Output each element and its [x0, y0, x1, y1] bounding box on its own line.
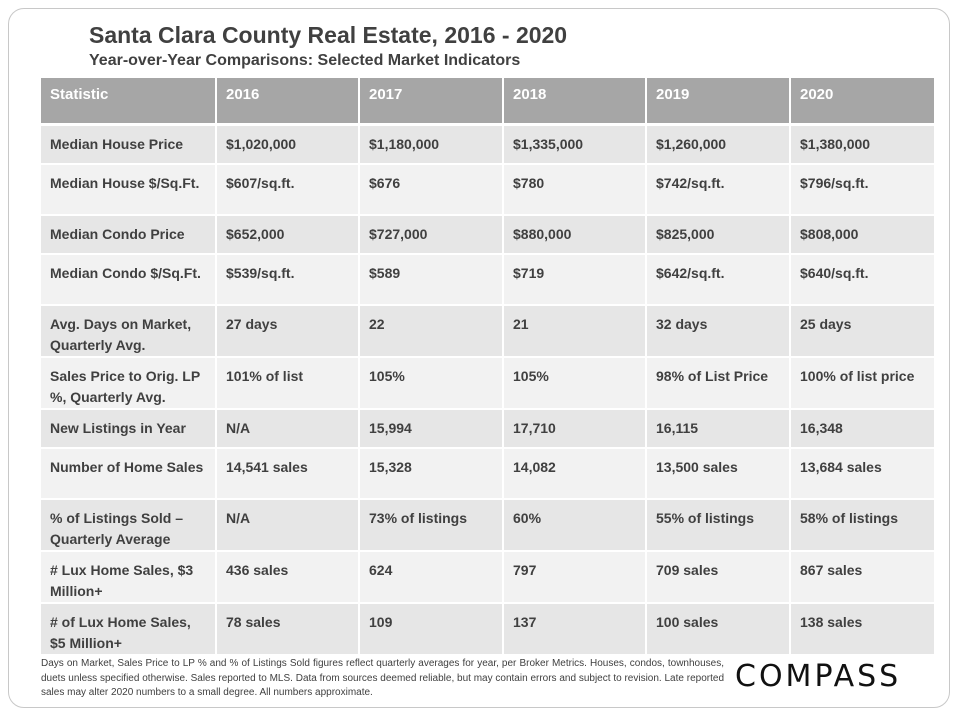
page-title: Santa Clara County Real Estate, 2016 - 2…: [89, 22, 568, 48]
table-cell: $607/sq.ft.: [216, 164, 360, 216]
table-cell: 58% of listings: [790, 499, 934, 552]
table-cell: $742/sq.ft.: [646, 164, 791, 216]
table-cell: $652,000: [216, 215, 360, 255]
table-cell: 21: [503, 305, 647, 358]
statistic-label: Median House $/Sq.Ft.: [41, 164, 217, 216]
table-row: Sales Price to Orig. LP %, Quarterly Avg…: [41, 357, 934, 410]
table-cell: 100 sales: [646, 603, 791, 656]
table-cell: $1,260,000: [646, 124, 791, 165]
statistic-label: New Listings in Year: [41, 409, 217, 449]
table-row: # of Lux Home Sales, $5 Million+ 78 sale…: [41, 603, 934, 656]
table-cell: $780: [503, 164, 647, 216]
statistic-label: Number of Home Sales: [41, 448, 217, 500]
table-row: Avg. Days on Market, Quarterly Avg. 27 d…: [41, 305, 934, 358]
statistic-label: % of Listings Sold – Quarterly Average: [41, 499, 217, 552]
statistic-label: Median Condo Price: [41, 215, 217, 255]
statistic-label: Median House Price: [41, 124, 217, 165]
header-cell: 2018: [503, 78, 647, 126]
table-row: Median House $/Sq.Ft. $607/sq.ft. $676 $…: [41, 164, 934, 216]
table-row: Median Condo Price $652,000 $727,000 $88…: [41, 215, 934, 255]
market-indicators-table: Statistic 2016 2017 2018 2019 2020 Media…: [41, 78, 934, 656]
statistic-label: Avg. Days on Market, Quarterly Avg.: [41, 305, 217, 358]
table-cell: $539/sq.ft.: [216, 254, 360, 306]
table-cell: 15,328: [359, 448, 504, 500]
statistic-label: # of Lux Home Sales, $5 Million+: [41, 603, 217, 656]
table-cell: 60%: [503, 499, 647, 552]
table-cell: 16,348: [790, 409, 934, 449]
table-cell: 624: [359, 551, 504, 604]
table-cell: 25 days: [790, 305, 934, 358]
compass-logo: COMPASS: [735, 659, 902, 694]
table-cell: 55% of listings: [646, 499, 791, 552]
table-cell: $640/sq.ft.: [790, 254, 934, 306]
table-header-row: Statistic 2016 2017 2018 2019 2020: [41, 78, 934, 126]
table-cell: $808,000: [790, 215, 934, 255]
slide-frame: [8, 8, 950, 708]
table-cell: $1,335,000: [503, 124, 647, 165]
table-row: % of Listings Sold – Quarterly Average N…: [41, 499, 934, 552]
header-cell: Statistic: [41, 78, 217, 126]
table-cell: 109: [359, 603, 504, 656]
table-cell: 73% of listings: [359, 499, 504, 552]
table-cell: 138 sales: [790, 603, 934, 656]
table-cell: $642/sq.ft.: [646, 254, 791, 306]
table-cell: 15,994: [359, 409, 504, 449]
table-cell: $676: [359, 164, 504, 216]
statistic-label: # Lux Home Sales, $3 Million+: [41, 551, 217, 604]
table-cell: 709 sales: [646, 551, 791, 604]
table-cell: 13,684 sales: [790, 448, 934, 500]
table-cell: $1,020,000: [216, 124, 360, 165]
table-cell: $727,000: [359, 215, 504, 255]
table-cell: $1,180,000: [359, 124, 504, 165]
table-cell: 78 sales: [216, 603, 360, 656]
header-cell: 2019: [646, 78, 791, 126]
table-cell: 137: [503, 603, 647, 656]
table-cell: $1,380,000: [790, 124, 934, 165]
table-cell: $719: [503, 254, 647, 306]
table-row: New Listings in Year N/A 15,994 17,710 1…: [41, 409, 934, 449]
table-cell: 14,541 sales: [216, 448, 360, 500]
table-cell: 436 sales: [216, 551, 360, 604]
table-row: # Lux Home Sales, $3 Million+ 436 sales …: [41, 551, 934, 604]
statistic-label: Sales Price to Orig. LP %, Quarterly Avg…: [41, 357, 217, 410]
table-cell: $796/sq.ft.: [790, 164, 934, 216]
table-cell: N/A: [216, 409, 360, 449]
table-cell: 32 days: [646, 305, 791, 358]
table-cell: 105%: [359, 357, 504, 410]
table-cell: 16,115: [646, 409, 791, 449]
table-cell: 797: [503, 551, 647, 604]
table-cell: 27 days: [216, 305, 360, 358]
table-cell: 13,500 sales: [646, 448, 791, 500]
table-cell: 17,710: [503, 409, 647, 449]
table-cell: 100% of list price: [790, 357, 934, 410]
table-cell: $880,000: [503, 215, 647, 255]
table-cell: $589: [359, 254, 504, 306]
table-row: Median House Price $1,020,000 $1,180,000…: [41, 124, 934, 165]
table-cell: 101% of list: [216, 357, 360, 410]
header-cell: 2016: [216, 78, 360, 126]
table-cell: 105%: [503, 357, 647, 410]
table-row: Number of Home Sales 14,541 sales 15,328…: [41, 448, 934, 500]
table-cell: 22: [359, 305, 504, 358]
table-cell: $825,000: [646, 215, 791, 255]
header-cell: 2017: [359, 78, 504, 126]
table-cell: 98% of List Price: [646, 357, 791, 410]
table-cell: N/A: [216, 499, 360, 552]
table-cell: 14,082: [503, 448, 647, 500]
page-subtitle: Year-over-Year Comparisons: Selected Mar…: [89, 52, 521, 69]
statistic-label: Median Condo $/Sq.Ft.: [41, 254, 217, 306]
footnote: Days on Market, Sales Price to LP % and …: [41, 658, 724, 698]
table-row: Median Condo $/Sq.Ft. $539/sq.ft. $589 $…: [41, 254, 934, 306]
header-cell: 2020: [790, 78, 934, 126]
table-cell: 867 sales: [790, 551, 934, 604]
